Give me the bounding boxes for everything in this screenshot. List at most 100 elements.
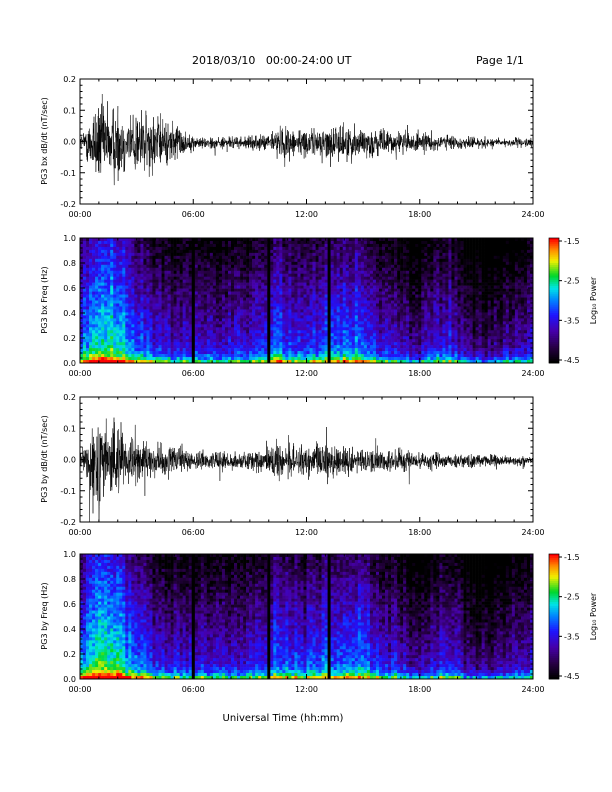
spectrogram-cell [276,357,280,361]
spectrogram-cell [83,294,87,298]
spectrogram-cell [173,360,177,364]
spectrogram-cell [291,318,295,322]
spectrogram-cell [155,318,159,322]
spectrogram-cell [400,252,404,257]
spectrogram-cell [261,270,265,275]
spectrogram-cell [418,294,422,298]
spectrogram-cell [288,327,292,331]
spectrogram-cell [134,258,138,263]
spectrogram-cell [194,321,199,325]
spectrogram-cell [215,238,220,242]
spectrogram-cell [152,276,156,280]
spectrogram-cell [300,354,304,358]
spectrogram-cell [288,333,292,337]
spectrogram-cell [234,321,238,325]
spectrogram-cell [134,243,138,248]
spectrogram-cell [297,240,301,245]
spectrogram-cell [227,264,232,269]
spectrogram-cell [285,264,289,269]
spectrogram-cell [366,327,371,331]
spectrogram-cell [173,309,177,313]
spectrogram-cell [188,270,193,275]
spectrogram-cell [194,238,199,242]
spectrogram-cell [348,270,353,275]
spectrogram-cell [95,321,99,325]
spectrogram-cell [372,327,377,331]
spectrogram-cell [161,285,165,289]
spectrogram-cell [231,294,235,298]
spectrogram-cell [119,240,123,245]
spectrogram-cell [246,288,250,292]
spectrogram-cell [309,255,313,260]
spectrogram-cell [122,351,126,355]
bx-dbdt-y-ticks: 0.20.10.0-0.1-0.2 [60,75,533,209]
spectrogram-cell [255,303,259,307]
spectrogram-cell [279,303,283,307]
spectrogram-cell [158,354,162,358]
spectrogram-cell [388,303,392,307]
spectrogram-cell [264,321,268,325]
spectrogram-cell [161,297,165,301]
spectrogram-cell [170,306,174,310]
spectrogram-cell [152,297,156,301]
spectrogram-cell [369,270,374,275]
spectrogram-cell [385,318,389,322]
spectrogram-cell [321,318,325,322]
spectrogram-cell [179,324,183,328]
spectrogram-cell [351,282,356,286]
spectrogram-cell [400,276,404,280]
spectrogram-cell [125,312,129,316]
spectrogram-cell [378,318,383,322]
spectrogram-cell [227,357,232,361]
spectrogram-cell [134,306,138,310]
spectrogram-cell [218,303,223,307]
spectrogram-cell [409,240,413,245]
spectrogram-cell [366,351,371,355]
spectrogram-cell [231,297,235,301]
spectrogram-cell [107,249,111,254]
spectrogram-cell [134,309,138,313]
spectrogram-cell [149,336,153,340]
spectrogram-cell [363,291,368,295]
spectrogram-cell [83,321,87,325]
spectrogram-cell [221,342,226,346]
spectrogram-cell [291,345,295,349]
spectrogram-cell [146,318,150,322]
spectrogram-cell [357,351,362,355]
spectrogram-cell [276,339,280,343]
spectrogram-cell [152,267,156,272]
spectrogram-cell [188,324,193,328]
spectrogram-cell [182,261,186,266]
spectrogram-cell [173,312,177,316]
spectrogram-cell [255,360,259,364]
spectrogram-cell [179,264,183,269]
spectrogram-cell [164,327,168,331]
spectrogram-cell [128,324,132,328]
spectrogram-cell [194,300,199,304]
spectrogram-cell [215,252,220,257]
spectrogram-cell [255,240,259,245]
spectrogram-cell [297,336,301,340]
spectrogram-cell [345,336,350,340]
spectrogram-cell [363,318,368,322]
spectrogram-cell [418,318,422,322]
spectrogram-cell [212,348,217,352]
spectrogram-cell [375,282,380,286]
spectrogram-cell [152,285,156,289]
spectrogram-cell [258,270,262,275]
spectrogram-cell [231,255,235,260]
spectrogram-cell [170,282,174,286]
spectrogram-cell [240,336,244,340]
spectrogram-cell [297,285,301,289]
spectrogram-cell [155,279,159,283]
spectrogram-cell [167,321,171,325]
spectrogram-cell [83,285,87,289]
spectrogram-cell [173,258,177,263]
spectrogram-cell [188,318,193,322]
bx-dbdt-ylabel: PG3 bx dB/dt (nT/sec) [40,97,49,184]
spectrogram-cell [333,246,337,251]
spectrogram-cell [231,261,235,266]
spectrogram-cell [421,240,425,245]
spectrogram-cell [107,351,111,355]
spectrogram-cell [321,339,325,343]
